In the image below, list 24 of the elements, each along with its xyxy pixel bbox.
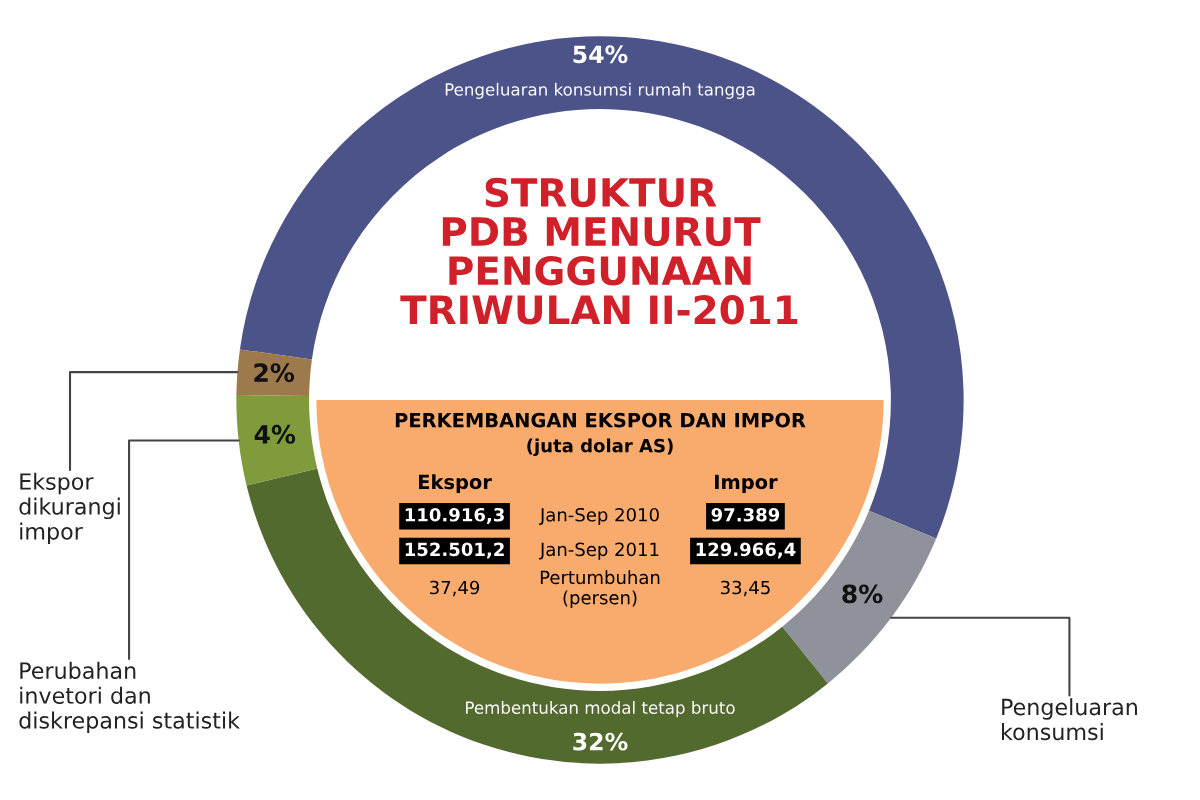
text: 152.501,2: [405, 542, 504, 559]
slice-label: Pengeluaran konsumsi: [1002, 698, 1137, 741]
slice-label: Perubahan invetori dan diskrepansi statistik: [19, 661, 240, 734]
data-label: 32%: [573, 732, 628, 751]
text: 33,45: [720, 580, 770, 597]
slice-label: Pengeluaran konsumsi rumah tangga: [445, 82, 755, 99]
slice-label: Pembentukan modal tetap bruto: [466, 701, 735, 718]
data-label: 2%: [254, 363, 295, 383]
text: STRUKTUR PDB MENURUT PENGGUNAAN TRIWULAN II-2011: [400, 177, 798, 325]
text: Pertumbuhan (persen): [540, 570, 660, 608]
slice-label: Ekspor dikurangi impor: [19, 472, 120, 544]
text: PERKEMBANGAN EKSPOR DAN IMPOR: [395, 412, 806, 428]
text: Impor: [715, 474, 778, 494]
text: Ekspor: [419, 474, 492, 494]
data-label: 8%: [842, 584, 883, 604]
text: Jan-Sep 2011: [539, 542, 659, 560]
text: 97.389: [711, 507, 780, 522]
text: Jan-Sep 2010: [539, 507, 659, 526]
text: 37,49: [430, 580, 480, 597]
text: 129.966,4: [696, 542, 796, 559]
text: (juta dolar AS): [527, 438, 673, 457]
text: 110.916,3: [405, 507, 504, 524]
data-label: 54%: [573, 45, 628, 64]
data-label: 4%: [254, 424, 296, 444]
